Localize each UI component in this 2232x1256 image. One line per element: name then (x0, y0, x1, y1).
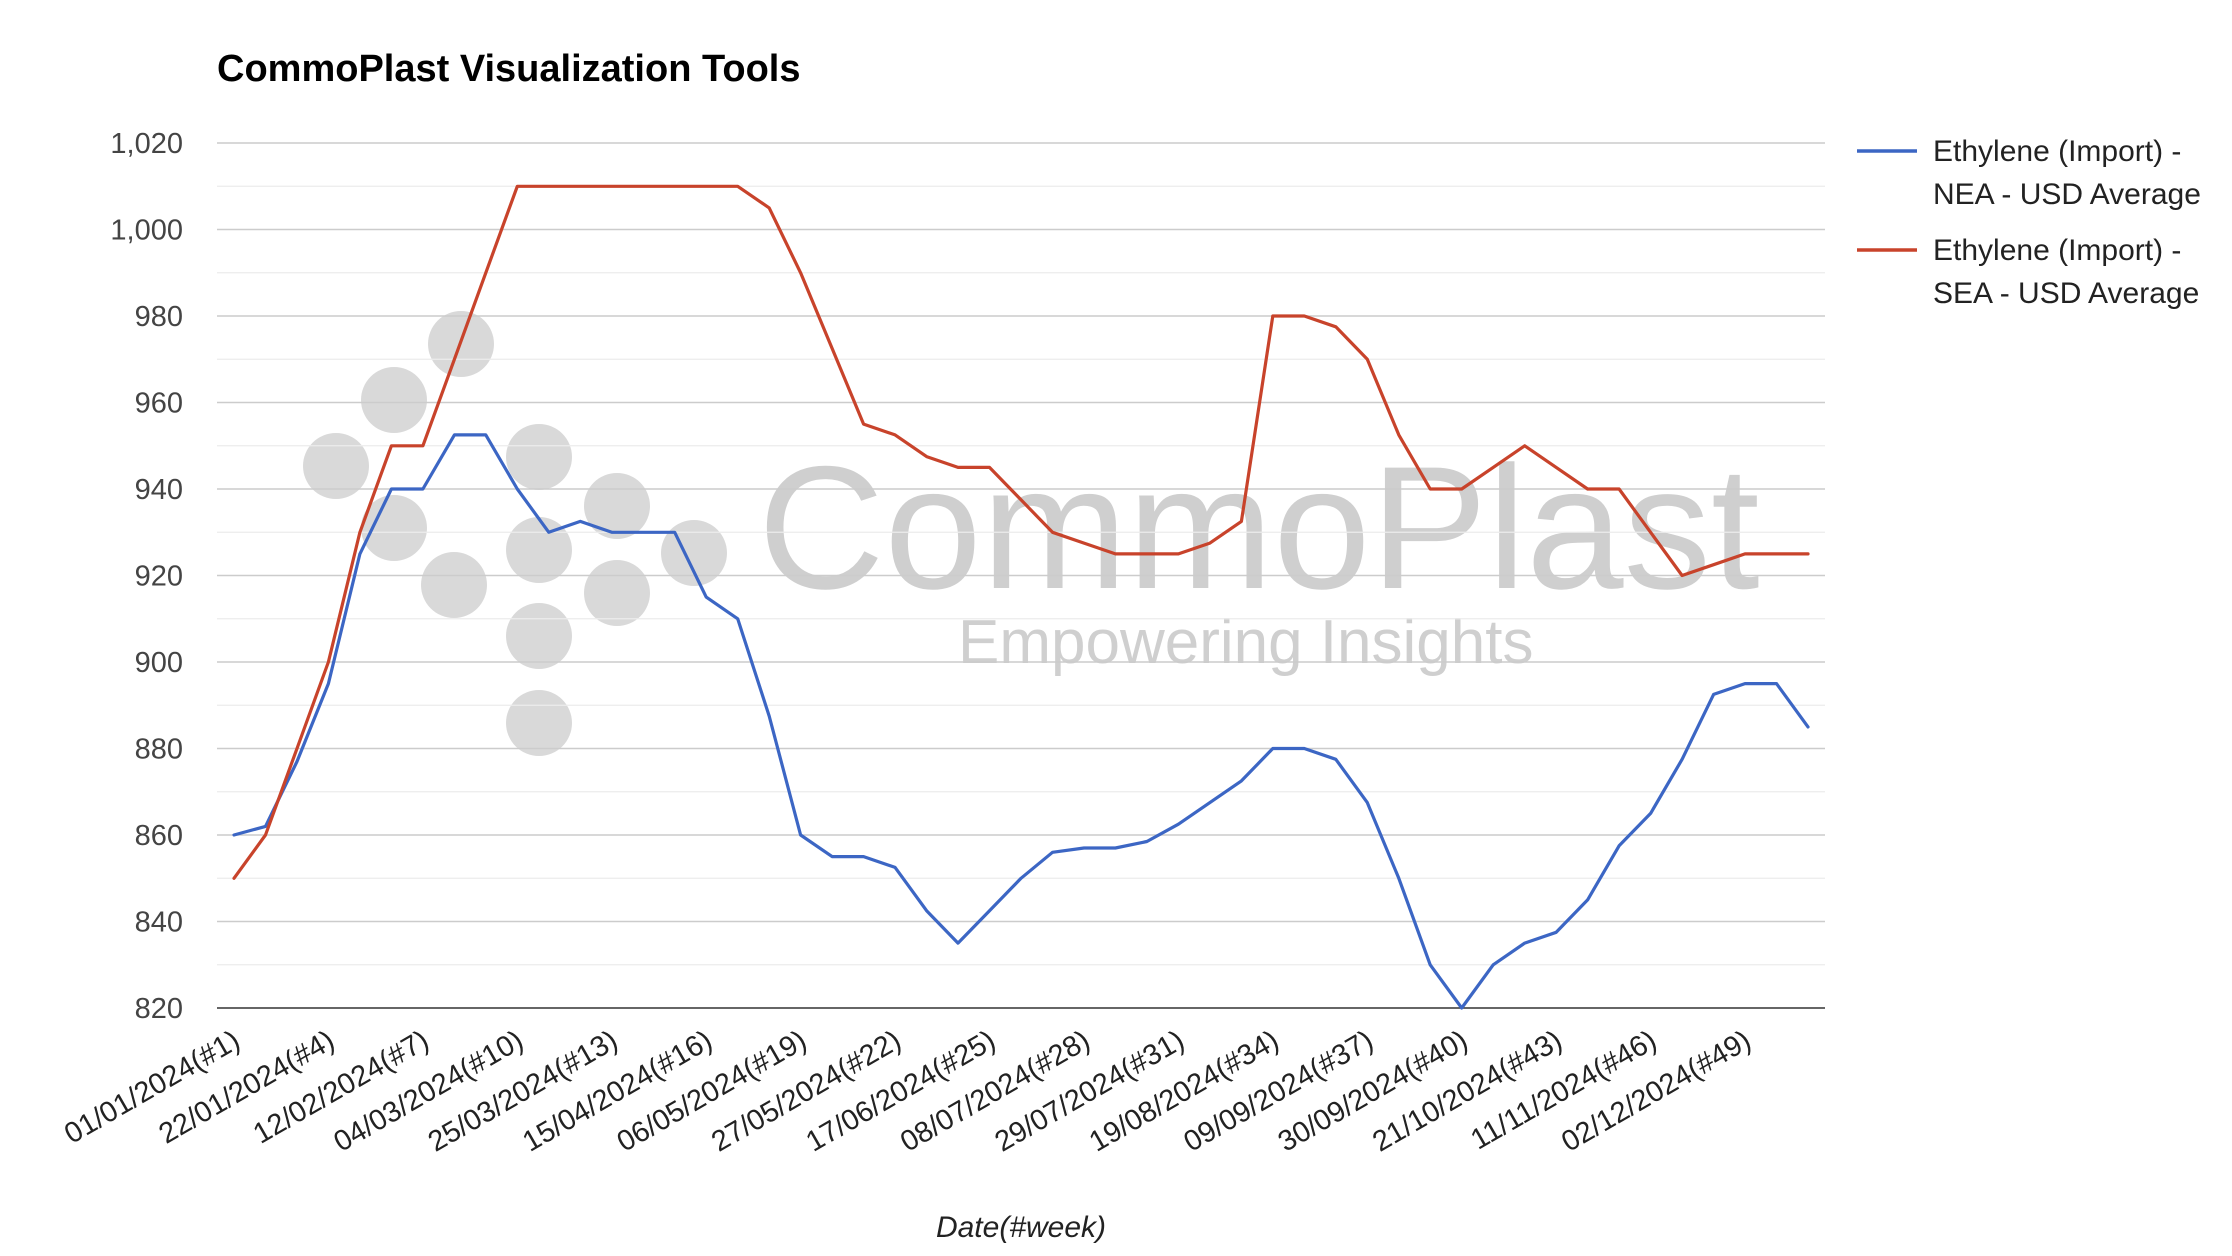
series-line-1 (232, 433, 1810, 1010)
x-axis-tick-labels: 01/01/2024(#1)22/01/2024(#4)12/02/2024(#… (59, 1024, 1756, 1158)
legend-label-2: SEA - USD Average (1933, 277, 2199, 310)
x-axis-label: Date(#week) (936, 1211, 1106, 1244)
gridlines (217, 142, 1825, 966)
y-tick-label: 900 (135, 647, 183, 679)
legend-label-1: NEA - USD Average (1933, 178, 2201, 211)
y-tick-label: 820 (135, 993, 183, 1025)
y-tick-label: 960 (135, 388, 183, 420)
y-tick-label: 920 (135, 561, 183, 593)
y-tick-label: 880 (135, 734, 183, 766)
y-tick-label: 1,000 (110, 215, 183, 247)
series-line-2 (232, 184, 1810, 880)
series-lines (232, 184, 1810, 1010)
legend-label-2: Ethylene (Import) - (1933, 234, 2181, 267)
y-tick-label: 980 (135, 301, 183, 333)
watermark: CommoPlast Empowering Insights (303, 311, 1760, 756)
y-tick-label: 940 (135, 474, 183, 506)
y-tick-label: 1,020 (110, 128, 183, 160)
watermark-brand: CommoPlast (758, 431, 1760, 626)
legend: Ethylene (Import) - NEA - USD Average Ethy… (1857, 135, 2201, 310)
y-axis-tick-labels: 820 840 860 880 900 920 940 960 980 1,000 1,020 (110, 128, 183, 1025)
y-tick-label: 840 (135, 907, 183, 939)
y-tick-label: 860 (135, 820, 183, 852)
watermark-tagline: Empowering Insights (958, 608, 1534, 677)
legend-label-1: Ethylene (Import) - (1933, 135, 2181, 168)
chart-title: CommoPlast Visualization Tools (217, 48, 800, 90)
